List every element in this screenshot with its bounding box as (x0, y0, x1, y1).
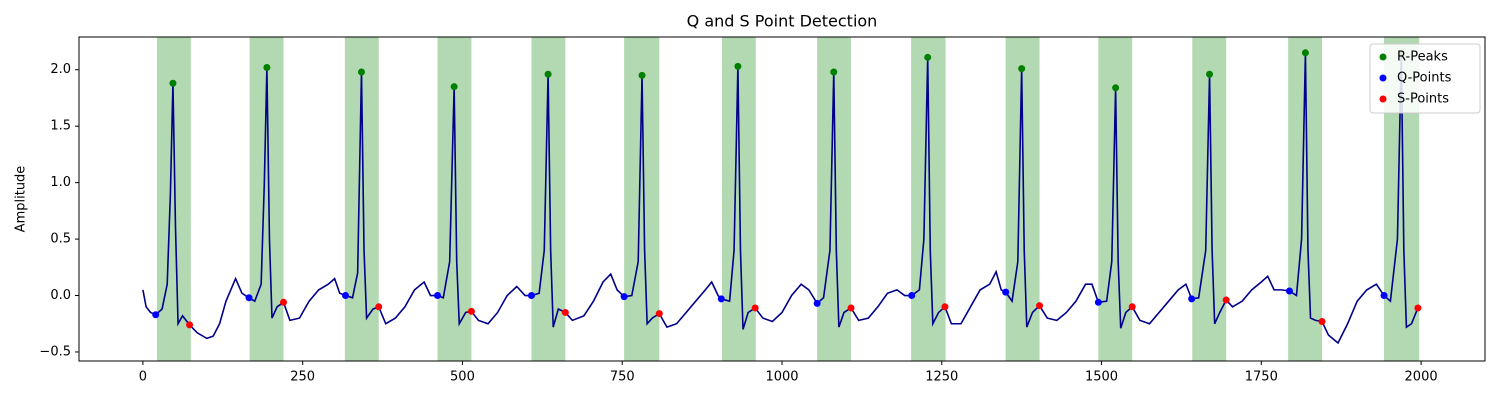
x-tick-label: 2000 (1405, 370, 1438, 385)
y-tick-label: −0.5 (39, 344, 71, 359)
point (1414, 304, 1422, 312)
point (734, 62, 742, 70)
point (813, 299, 821, 307)
point (1206, 70, 1214, 78)
point (1301, 49, 1309, 57)
point (375, 303, 383, 311)
point (263, 63, 271, 71)
point (655, 310, 663, 318)
point (1222, 296, 1230, 304)
chart-title: Q and S Point Detection (687, 12, 878, 31)
legend-marker (1379, 74, 1387, 82)
point (1285, 287, 1293, 295)
point (527, 292, 535, 300)
y-tick-label: 0.0 (50, 288, 71, 303)
point (941, 303, 949, 311)
point (152, 311, 160, 319)
x-tick-label: 1250 (925, 370, 958, 385)
point (434, 292, 442, 300)
y-tick-label: 1.0 (50, 175, 71, 190)
legend-box (1369, 43, 1481, 114)
point (1188, 295, 1196, 303)
point (561, 308, 569, 316)
legend-label: R-Peaks (1397, 50, 1448, 65)
point (280, 298, 288, 306)
point (169, 79, 177, 87)
point (717, 295, 725, 303)
legend-label: S-Points (1397, 92, 1449, 107)
point (1318, 317, 1326, 325)
point (186, 321, 194, 329)
point (357, 68, 365, 76)
x-tick-label: 250 (290, 370, 315, 385)
point (245, 294, 253, 302)
point (1002, 288, 1010, 296)
x-tick-label: 1000 (765, 370, 798, 385)
signal-line (142, 52, 1422, 345)
point (342, 292, 350, 300)
x-tick-label: 1750 (1245, 370, 1278, 385)
y-tick-label: 2.0 (50, 62, 71, 77)
point (450, 83, 458, 91)
legend-marker (1379, 95, 1387, 103)
x-tick-label: 750 (610, 370, 635, 385)
point (1018, 65, 1026, 73)
point (638, 71, 646, 79)
point (544, 70, 552, 78)
point (1128, 303, 1136, 311)
point (1380, 292, 1388, 300)
y-tick-label: 0.5 (50, 232, 71, 247)
legend-label: Q-Points (1397, 71, 1452, 86)
x-tick-label: 1500 (1085, 370, 1118, 385)
y-axis-label: Amplitude (14, 166, 29, 233)
x-tick-label: 500 (450, 370, 475, 385)
point (908, 292, 916, 300)
point (1112, 84, 1120, 92)
point (1036, 302, 1044, 310)
point (620, 293, 628, 301)
point (830, 68, 838, 76)
point (467, 307, 475, 315)
legend-marker (1379, 53, 1387, 61)
point (924, 53, 932, 61)
x-tick-label: 0 (139, 370, 147, 385)
point (751, 304, 759, 312)
point (1094, 298, 1102, 306)
point (847, 304, 855, 312)
y-tick-label: 1.5 (50, 119, 71, 134)
